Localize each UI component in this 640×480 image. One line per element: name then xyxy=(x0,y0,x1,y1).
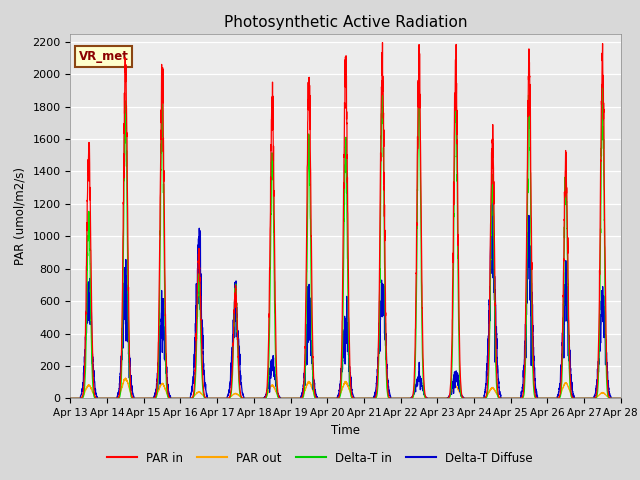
Text: VR_met: VR_met xyxy=(79,50,129,63)
Y-axis label: PAR (umol/m2/s): PAR (umol/m2/s) xyxy=(14,167,27,265)
Bar xyxy=(70,366,621,398)
Legend: PAR in, PAR out, Delta-T in, Delta-T Diffuse: PAR in, PAR out, Delta-T in, Delta-T Dif… xyxy=(102,447,538,469)
Title: Photosynthetic Active Radiation: Photosynthetic Active Radiation xyxy=(224,15,467,30)
X-axis label: Time: Time xyxy=(331,424,360,437)
Bar xyxy=(70,171,621,204)
Bar xyxy=(70,236,621,269)
Bar xyxy=(70,107,621,139)
Bar xyxy=(70,301,621,334)
Bar xyxy=(70,42,621,74)
